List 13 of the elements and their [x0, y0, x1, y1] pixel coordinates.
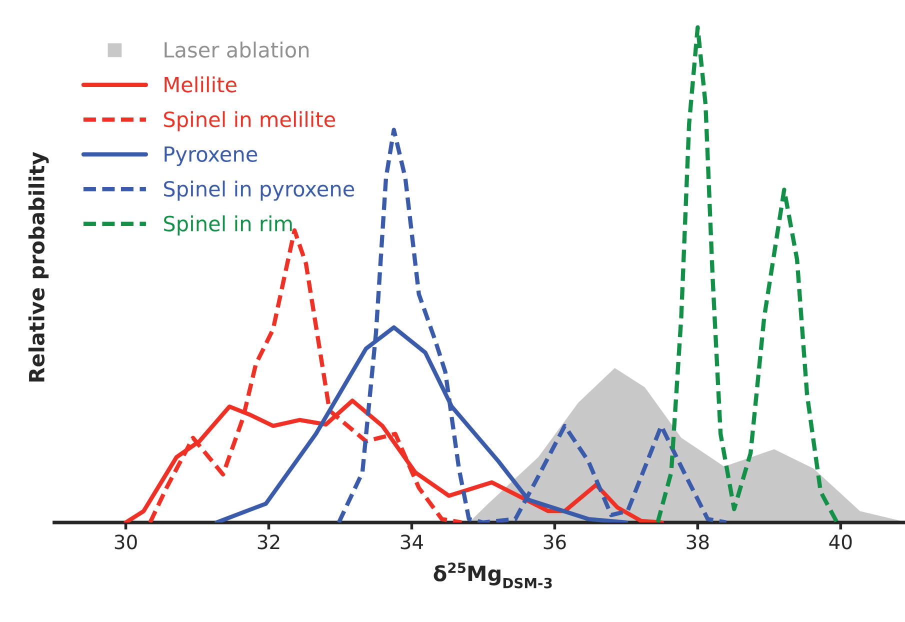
x-tick-label: 34 — [400, 534, 424, 550]
x-tick-label: 36 — [544, 534, 566, 550]
x-tick-label: 40 — [829, 534, 852, 550]
x-tick-label: 32 — [258, 534, 280, 550]
legend-label: Spinel in melilite — [164, 111, 336, 132]
x-tick-label: 30 — [114, 534, 137, 550]
y-axis-title: Relative probability — [28, 152, 49, 382]
x-tick-label: 38 — [686, 534, 709, 550]
legend-label: Spinel in rim — [164, 215, 292, 236]
legend-label: Pyroxene — [164, 146, 258, 166]
legend-label: Spinel in pyroxene — [164, 180, 354, 201]
legend-label: Laser ablation — [164, 42, 309, 58]
legend-label: Melilite — [164, 76, 236, 92]
